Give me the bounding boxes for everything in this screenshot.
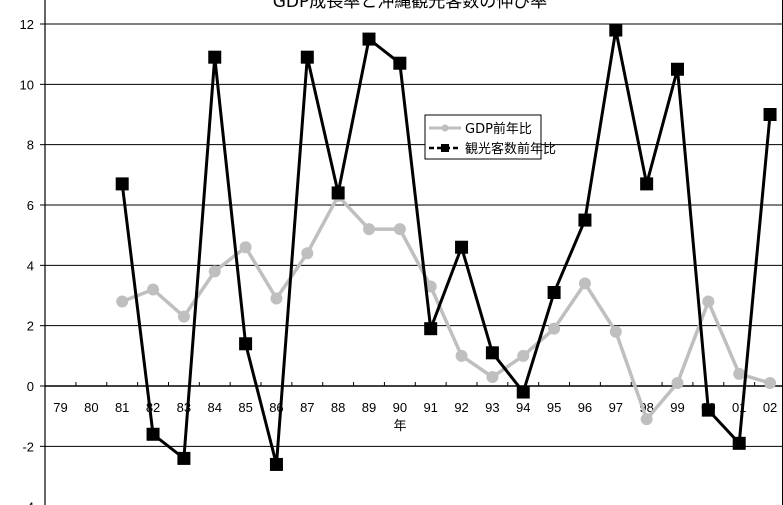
x-tick-label: 84 — [208, 400, 222, 415]
data-point — [609, 23, 623, 37]
data-point — [578, 213, 592, 227]
x-tick-label: 94 — [516, 400, 530, 415]
x-tick-labels: 79 80 81 82 83 84 85 86 87 88 89 90 91 92 93 94 95 96 97 98… — [53, 400, 777, 415]
x-tick-label: 95 — [547, 400, 561, 415]
y-tick-label: 8 — [27, 138, 34, 153]
y-tick-label: 10 — [20, 77, 34, 92]
data-point — [455, 349, 468, 362]
gridlines — [45, 23, 783, 447]
y-tick-label: 6 — [27, 198, 34, 213]
data-point — [609, 325, 622, 338]
data-point — [455, 240, 469, 254]
data-point — [147, 283, 160, 296]
legend-item: GDP前年比 — [429, 121, 532, 137]
data-point — [640, 177, 654, 191]
data-point — [763, 108, 777, 121]
x-tick-label: 88 — [331, 400, 345, 415]
data-point — [177, 310, 190, 323]
data-point — [146, 427, 160, 441]
y-tick-label: -2 — [22, 439, 34, 454]
data-point — [331, 186, 345, 200]
x-tick-label: 80 — [84, 400, 98, 415]
x-tick-label: 79 — [53, 400, 67, 415]
x-tick-label: 85 — [238, 400, 252, 415]
data-point — [733, 367, 746, 380]
data-point — [702, 295, 715, 308]
data-point — [485, 346, 499, 360]
y-tick-label: 2 — [27, 319, 34, 334]
data-point — [393, 56, 407, 70]
x-tick-label: 96 — [578, 400, 592, 415]
data-point — [486, 370, 499, 383]
data-point — [517, 349, 530, 362]
data-point — [363, 223, 375, 236]
series-line — [121, 192, 771, 423]
data-point — [177, 451, 191, 465]
legend-swatch-marker — [441, 124, 449, 132]
series-line — [120, 29, 772, 465]
data-point — [640, 413, 653, 426]
x-tick-label: 87 — [300, 400, 314, 415]
data-point — [239, 337, 253, 351]
x-tick-label: 93 — [485, 400, 499, 415]
data-point — [301, 247, 314, 260]
data-point — [548, 322, 561, 335]
x-tick-label: 89 — [362, 400, 376, 415]
data-point — [424, 280, 437, 293]
data-point — [300, 50, 314, 64]
data-point — [116, 295, 129, 308]
data-point — [578, 277, 591, 290]
data-point — [424, 322, 438, 336]
data-point — [269, 457, 283, 471]
x-axis-title: 年 — [393, 419, 406, 434]
data-point — [671, 62, 684, 76]
x-tick-label: 02 — [763, 400, 777, 415]
series-1 — [116, 189, 777, 426]
data-point — [671, 376, 684, 389]
data-point — [208, 50, 222, 64]
x-tick-label: 90 — [393, 400, 407, 415]
y-tick-label: 0 — [27, 379, 34, 394]
data-point — [362, 32, 376, 46]
data-point — [764, 376, 777, 389]
data-point — [270, 292, 283, 305]
y-tick-label: 12 — [20, 17, 34, 32]
data-point — [208, 265, 221, 278]
legend-label: GDP前年比 — [465, 121, 532, 137]
y-tick-label: 4 — [27, 258, 34, 273]
data-point — [732, 436, 746, 450]
series-2 — [115, 23, 777, 471]
data-point — [239, 241, 252, 254]
x-tick-label: 99 — [670, 400, 684, 415]
series-layer — [115, 23, 777, 471]
chart-title: GDP成長率と沖縄観光客数の伸び率 — [273, 0, 548, 12]
x-tick-label: 92 — [454, 400, 468, 415]
legend-item: 観光客数前年比 — [429, 141, 556, 157]
y-tick-label: -4 — [22, 500, 34, 505]
legend-swatch-marker — [441, 144, 449, 152]
data-point — [701, 403, 715, 417]
data-point — [547, 285, 561, 299]
data-point — [516, 385, 530, 399]
x-tick-label: 97 — [609, 400, 623, 415]
x-tick-label: 81 — [115, 400, 129, 415]
data-point — [115, 177, 129, 191]
data-point — [393, 223, 406, 236]
x-tick-label: 91 — [423, 400, 437, 415]
legend-label: 観光客数前年比 — [465, 141, 556, 157]
y-tick-labels: -4 -2 0 2 4 6 8 10 12 — [20, 17, 34, 505]
